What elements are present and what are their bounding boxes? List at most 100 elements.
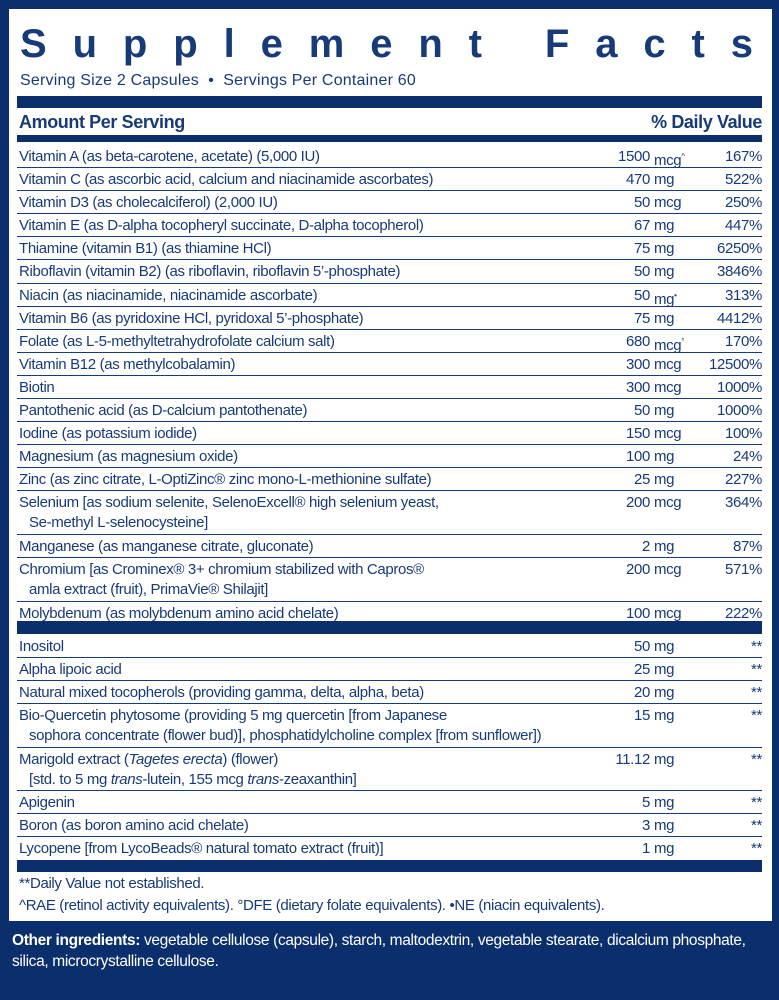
amount-value: 25 bbox=[634, 471, 650, 489]
daily-value: 447% bbox=[725, 217, 762, 235]
footnote-equivalents: ^RAE (retinol activity equivalents). °DF… bbox=[19, 897, 605, 914]
amount-unit: mg bbox=[654, 638, 675, 655]
daily-value: 227% bbox=[725, 471, 762, 489]
table-row: Marigold extract (Tagetes erecta) (flowe… bbox=[17, 748, 762, 792]
daily-value: ** bbox=[751, 840, 762, 858]
ingredient-name-line-1: Chromium [as Crominex® 3+ chromium stabi… bbox=[19, 561, 424, 578]
table-row: Vitamin D3 (as cholecalciferol) (2,000 I… bbox=[17, 191, 762, 215]
amount-unit: mcg bbox=[654, 561, 682, 578]
daily-value: 170% bbox=[725, 332, 762, 350]
ingredient-name: Boron (as boron amino acid chelate) bbox=[19, 816, 249, 836]
amount-unit: mg bbox=[654, 240, 675, 258]
amount-value: 3 bbox=[642, 817, 650, 835]
amount-unit: mg bbox=[654, 684, 675, 702]
ingredient-name-line-1: Inositol bbox=[19, 638, 64, 655]
ingredient-name: Manganese (as manganese citrate, glucona… bbox=[19, 537, 314, 557]
ingredient-name: Selenium [as sodium selenite, SelenoExce… bbox=[19, 493, 439, 533]
daily-value: 3846% bbox=[717, 263, 762, 281]
text-segment: [std. to 5 mg bbox=[29, 770, 111, 788]
daily-value-label: % Daily Value bbox=[651, 112, 762, 132]
amount-value: 470 bbox=[626, 171, 650, 189]
amount-unit: mg bbox=[654, 840, 675, 858]
table-row: Apigenin 5 mg ** bbox=[17, 791, 762, 815]
ingredient-name-line-1: Vitamin C (as ascorbic acid, calcium and… bbox=[19, 171, 434, 189]
amount-value: 680 bbox=[626, 332, 650, 350]
serving-info: Serving Size 2 Capsules • Servings Per C… bbox=[20, 72, 416, 89]
ingredient-name-line-1: Biotin bbox=[19, 378, 55, 396]
table-row: Molybdenum (as molybdenum amino acid che… bbox=[17, 602, 762, 625]
column-header: Amount Per Serving % Daily Value bbox=[19, 110, 762, 134]
ingredient-name-line-1: Natural mixed tocopherols (providing gam… bbox=[19, 684, 424, 702]
ingredient-name-line-1: Vitamin B6 (as pyridoxine HCl, pyridoxal… bbox=[19, 309, 364, 327]
ingredient-name: Vitamin D3 (as cholecalciferol) (2,000 I… bbox=[19, 193, 278, 213]
daily-value: 313% bbox=[725, 286, 762, 304]
amount-unit: mg bbox=[654, 661, 675, 679]
daily-value: 12500% bbox=[709, 355, 762, 373]
ingredient-name: Thiamine (vitamin B1) (as thiamine HCl) bbox=[19, 239, 272, 259]
daily-value: 250% bbox=[725, 194, 762, 212]
daily-value: 364% bbox=[725, 494, 762, 512]
ingredient-name: Inositol bbox=[19, 637, 64, 657]
ingredient-name-line-1: Marigold extract (Tagetes erecta) (flowe… bbox=[19, 751, 278, 768]
ingredient-name: Vitamin A (as beta-carotene, acetate) (5… bbox=[19, 147, 320, 167]
ingredient-name: Niacin (as niacinamide, niacinamide asco… bbox=[19, 286, 318, 306]
table-row: Alpha lipoic acid 25 mg ** bbox=[17, 658, 762, 682]
daily-value: 4412% bbox=[717, 309, 762, 327]
ingredient-name-line-1: Manganese (as manganese citrate, glucona… bbox=[19, 537, 314, 555]
amount-unit: mcg bbox=[654, 425, 682, 443]
ingredient-name-line-1: Zinc (as zinc citrate, L-OptiZinc® zinc … bbox=[19, 471, 432, 489]
daily-value: 100% bbox=[725, 425, 762, 443]
amount-value: 150 bbox=[626, 425, 650, 443]
table-row: Vitamin B12 (as methylcobalamin) 300 mcg 12… bbox=[17, 353, 762, 376]
ingredient-name: Lycopene [from LycoBeads® natural tomato… bbox=[19, 839, 384, 859]
amount-unit: mg• bbox=[654, 290, 677, 308]
divider-medium bbox=[17, 135, 762, 142]
amount-value: 11.12 bbox=[615, 750, 650, 768]
ingredient-name-line-1: Pantothenic acid (as D-calcium pantothen… bbox=[19, 402, 308, 420]
other-ingredients: Other ingredients: vegetable cellulose (… bbox=[12, 930, 762, 972]
ingredient-name-line-1: Magnesium (as magnesium oxide) bbox=[19, 448, 238, 466]
other-ingredients-list: Inositol 50 mg ** Alpha lipoic acid 25 mg ** Nat… bbox=[17, 635, 762, 861]
ingredient-name-line-1: Folate (as L-5-methyltetrahydrofolate ca… bbox=[19, 332, 335, 350]
amount-value: 67 bbox=[634, 217, 650, 235]
amount-value: 200 bbox=[626, 561, 650, 578]
other-ingredients-label: Other ingredients: bbox=[12, 932, 141, 949]
amount-value: 200 bbox=[626, 494, 650, 512]
ingredient-name-line-1: Vitamin E (as D-alpha tocopheryl succina… bbox=[19, 217, 424, 235]
amount-value: 1 bbox=[642, 840, 650, 858]
ingredient-name: Natural mixed tocopherols (providing gam… bbox=[19, 683, 424, 703]
table-row: Iodine (as potassium iodide) 150 mcg 100% bbox=[17, 422, 762, 446]
table-row: Zinc (as zinc citrate, L-OptiZinc® zinc … bbox=[17, 468, 762, 492]
amount-unit: mg bbox=[654, 171, 675, 189]
amount-value: 100 bbox=[626, 604, 650, 622]
table-row: Selenium [as sodium selenite, SelenoExce… bbox=[17, 491, 762, 535]
divider-thick bbox=[17, 860, 762, 872]
daily-value: ** bbox=[751, 794, 762, 812]
table-row: Vitamin E (as D-alpha tocopheryl succina… bbox=[17, 214, 762, 238]
ingredient-name: Vitamin C (as ascorbic acid, calcium and… bbox=[19, 170, 434, 190]
amount-value: 5 bbox=[642, 794, 650, 812]
amount-unit: mcg^ bbox=[654, 152, 685, 169]
ingredient-name: Riboflavin (vitamin B2) (as riboflavin, … bbox=[19, 262, 400, 282]
amount-unit: mg bbox=[654, 309, 675, 327]
table-row: Magnesium (as magnesium oxide) 100 mg 24% bbox=[17, 445, 762, 469]
amount-unit: mcg bbox=[654, 194, 682, 212]
ingredient-name: Iodine (as potassium iodide) bbox=[19, 424, 197, 444]
amount-unit: mg bbox=[654, 794, 675, 812]
ingredient-name: Folate (as L-5-methyltetrahydrofolate ca… bbox=[19, 332, 335, 352]
ingredient-name: Apigenin bbox=[19, 793, 75, 813]
table-row: Folate (as L-5-methyltetrahydrofolate ca… bbox=[17, 330, 762, 354]
amount-value: 50 bbox=[634, 194, 650, 212]
amount-value: 2 bbox=[642, 537, 650, 555]
daily-value: 24% bbox=[733, 448, 762, 466]
amount-unit: mcg° bbox=[654, 336, 685, 354]
daily-value: ** bbox=[751, 661, 762, 679]
daily-value: ** bbox=[751, 707, 762, 725]
amount-value: 300 bbox=[626, 378, 650, 396]
amount-value: 75 bbox=[634, 240, 650, 258]
other-ingredients-text: vegetable cellulose (capsule), starch, m… bbox=[12, 932, 746, 970]
table-row: Chromium [as Crominex® 3+ chromium stabi… bbox=[17, 558, 762, 602]
table-row: Vitamin A (as beta-carotene, acetate) (5… bbox=[17, 145, 762, 169]
table-row: Inositol 50 mg ** bbox=[17, 635, 762, 659]
amount-value: 1500 bbox=[618, 148, 650, 165]
